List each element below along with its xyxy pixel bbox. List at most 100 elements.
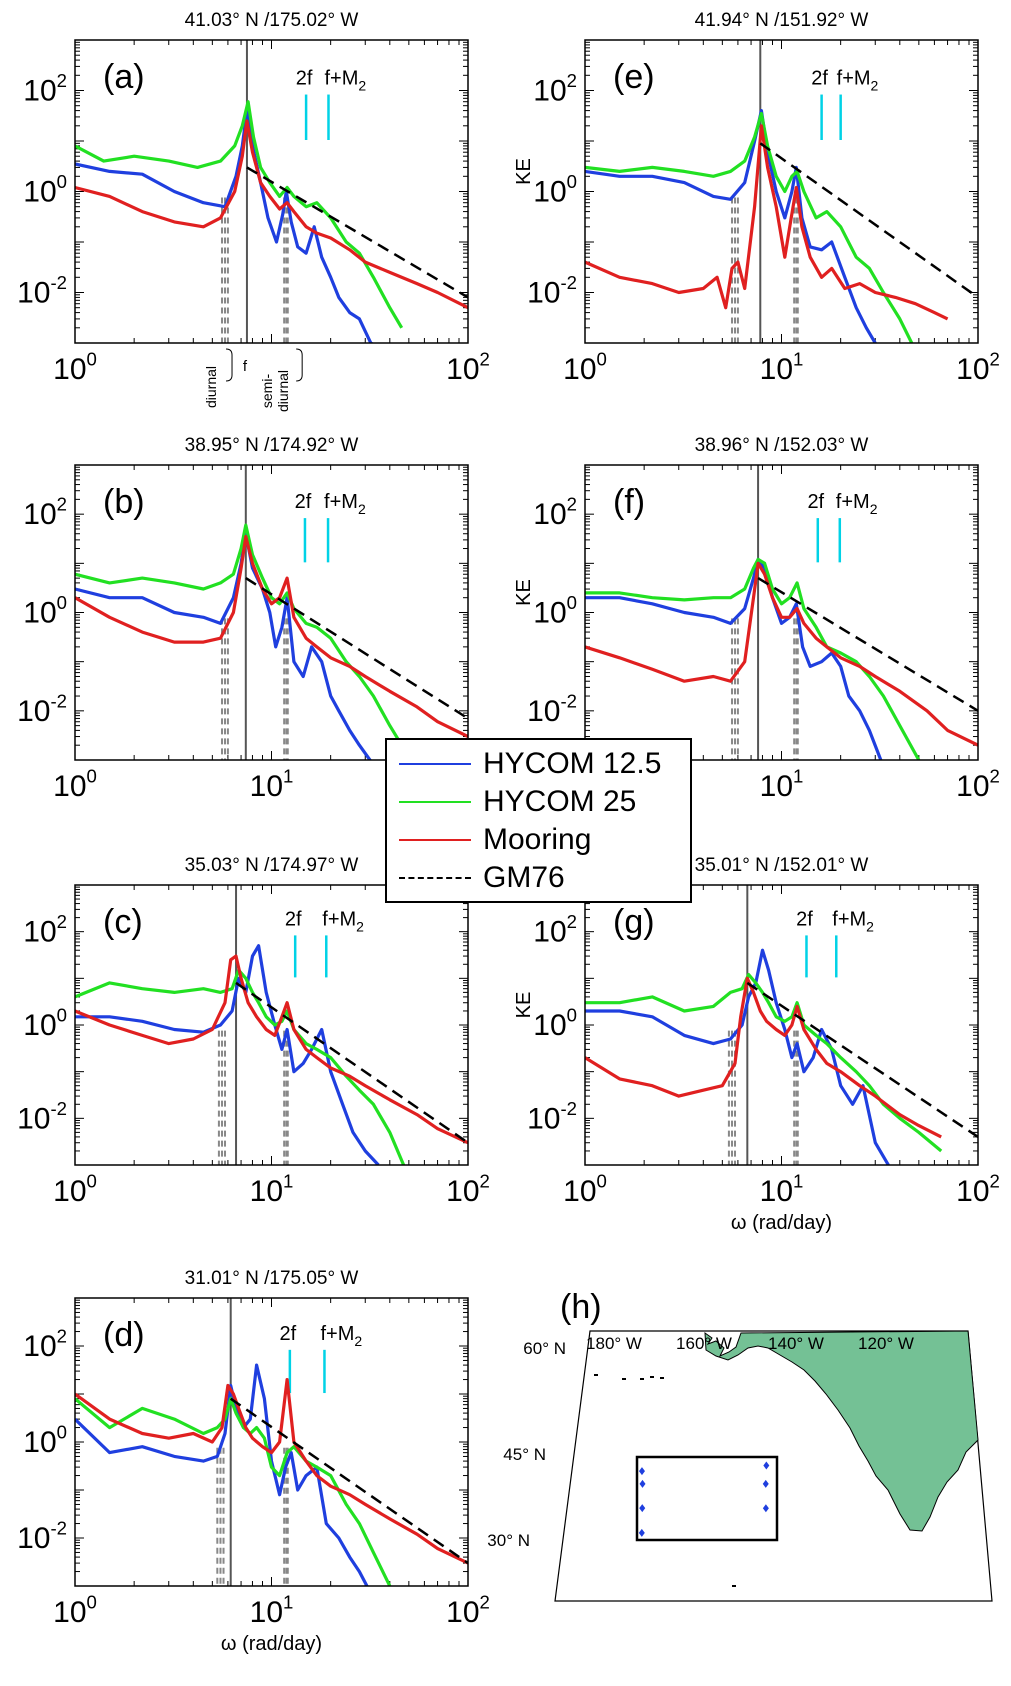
chart-panel-a: 41.03° N /175.02° W 100 102 102 100 10-2 (a) 2f… (17, 10, 490, 412)
legend-item-hycom-12-5: HYCOM 12.5 (399, 746, 661, 782)
legend-label: HYCOM 25 (483, 785, 637, 818)
tick-label: 101 (760, 349, 804, 387)
series-line-mooring (585, 976, 942, 1139)
chart-title: 38.95° N /174.92° W (185, 435, 359, 456)
series-line-hycom-12-5 (585, 557, 883, 760)
island (660, 1377, 664, 1379)
mooring-marker (638, 1467, 645, 1476)
annotation-fm2: f+M2 (322, 908, 364, 934)
mooring-marker (639, 1479, 646, 1488)
tick-label: 10-2 (17, 1518, 67, 1556)
latitude-label: 45° N (503, 1445, 546, 1464)
series-line-hycom-12-5 (75, 532, 372, 760)
tick-label: 100 (53, 766, 97, 804)
chart-title: 38.96° N /152.03° W (695, 435, 869, 456)
tick-label: 102 (23, 494, 67, 532)
plot-frame (584, 884, 979, 1166)
semidiurnal-brace (296, 348, 303, 382)
tick-label: 102 (533, 911, 577, 949)
legend-label: GM76 (483, 861, 565, 894)
series-line-mooring (75, 1377, 468, 1565)
tick-label: 10-2 (527, 272, 577, 310)
plot-area (585, 465, 978, 760)
tick-label: 100 (23, 171, 67, 209)
legend-label: Mooring (483, 823, 592, 856)
y-axis-label: KE (513, 158, 535, 185)
chart-panel-f: 38.96° N /152.03° W 101 102 102 100 10-2 KE (f)… (513, 435, 1000, 803)
series-line-mooring (75, 954, 468, 1145)
series-line-mooring (75, 119, 468, 310)
chart-title: 35.01° N /152.01° W (695, 855, 869, 876)
tick-label: 100 (23, 1005, 67, 1043)
chart-panel-e: 41.94° N /151.92° W 100 101 102 102 100 10-2 KE… (513, 10, 1000, 386)
north-america-land (704, 1330, 979, 1532)
annotation-fm2: f+M2 (324, 68, 366, 94)
annotation-2f: 2f (295, 491, 312, 513)
plot-frame (584, 464, 979, 761)
x-axis-label: ω (rad/day) (731, 1212, 832, 1234)
tick-label: 100 (533, 1005, 577, 1043)
longitude-label: 140° W (768, 1334, 824, 1353)
annotation-2f: 2f (296, 68, 313, 90)
series-line-hycom-12-5 (75, 108, 374, 343)
tick-label: 102 (23, 70, 67, 108)
tick-label: 102 (446, 1171, 490, 1209)
tick-label: 10-2 (17, 272, 67, 310)
annotation-semidiurnal: diurnal (275, 370, 291, 412)
panel-label: (e) (613, 58, 655, 96)
tick-label: 102 (956, 1171, 1000, 1209)
tick-label: 102 (23, 911, 67, 949)
tick-label: 10-2 (527, 690, 577, 728)
series-line-gm76 (757, 577, 978, 712)
longitude-label: 180° W (586, 1334, 642, 1353)
tick-label: 100 (53, 1171, 97, 1209)
map-panel-h: (h) 180° W 160° W 140° W 120° W 60° N 45° N 30°… (487, 1288, 993, 1602)
tick-label: 102 (533, 70, 577, 108)
panel-label: (b) (103, 483, 145, 521)
tick-label: 101 (760, 1171, 804, 1209)
chart-panel-b: 38.95° N /174.92° W 100 101 102 100 10-2 (b) 2f… (17, 435, 469, 804)
tick-label: 102 (23, 1326, 67, 1364)
chart-panel-c: 35.03° N /174.97° W 100 101 102 102 100 10-2 (c… (17, 855, 490, 1208)
plot-frame (74, 464, 469, 761)
legend-swatch-hycom-12-5 (399, 763, 471, 765)
plot-area (585, 40, 978, 343)
series-line-gm76 (746, 981, 978, 1138)
series-line-mooring (585, 124, 949, 321)
mooring-marker (762, 1479, 769, 1488)
tick-label: 100 (533, 171, 577, 209)
x-axis-label: ω (rad/day) (221, 1633, 322, 1655)
tick-label: 100 (563, 349, 607, 387)
annotation-2f: 2f (811, 68, 828, 90)
series-line-gm76 (229, 1397, 468, 1565)
mooring-marker (763, 1461, 770, 1470)
plot-frame (74, 884, 469, 1166)
tick-label: 10-2 (17, 1098, 67, 1136)
plot-frame (74, 39, 469, 344)
series-line-gm76 (245, 577, 468, 720)
annotation-fm2: f+M2 (837, 68, 879, 94)
series-line-gm76 (235, 981, 468, 1144)
series-line-hycom-25 (585, 972, 943, 1153)
series-line-gm76 (246, 166, 468, 299)
latitude-label: 60° N (523, 1339, 566, 1358)
legend-item-gm76: GM76 (399, 860, 565, 896)
legend: HYCOM 12.5 HYCOM 25 Mooring GM76 (385, 738, 692, 903)
annotation-fm2: f+M2 (836, 491, 878, 517)
plot-area (75, 465, 468, 760)
series-line-hycom-25 (585, 111, 914, 343)
tick-label: 10-2 (17, 690, 67, 728)
panel-label: (d) (103, 1316, 145, 1354)
island (732, 1585, 736, 1587)
diurnal-brace (225, 348, 233, 382)
legend-swatch-hycom-25 (399, 801, 471, 803)
panel-label: (h) (560, 1288, 602, 1326)
annotation-2f: 2f (280, 1323, 297, 1345)
tick-label: 102 (446, 1592, 490, 1630)
series-line-hycom-12-5 (75, 944, 380, 1165)
series-line-mooring (585, 561, 978, 747)
series-line-mooring (75, 534, 468, 738)
tick-label: 100 (53, 1592, 97, 1630)
legend-item-mooring: Mooring (399, 822, 591, 858)
tick-label: 100 (53, 349, 97, 387)
